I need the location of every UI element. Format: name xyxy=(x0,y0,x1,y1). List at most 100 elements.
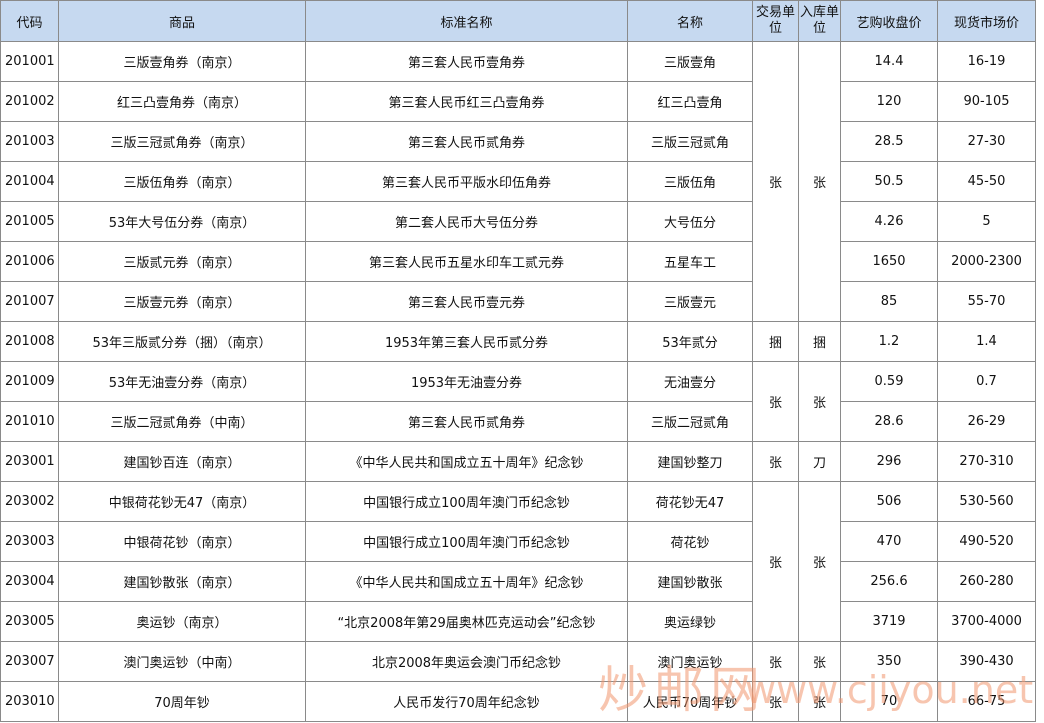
close-price-cell: 506 xyxy=(840,481,938,522)
standard-name-cell: 北京2008年奥运会澳门币纪念钞 xyxy=(305,641,628,682)
header-cell: 商品 xyxy=(58,0,306,42)
header-cell: 现货市场价 xyxy=(937,0,1036,42)
close-price-cell: 296 xyxy=(840,441,938,482)
code-cell: 201001 xyxy=(0,41,59,82)
market-price-cell: 26-29 xyxy=(937,401,1036,442)
table-row: 201007 三版壹元券（南京） 第三套人民币壹元券 三版壹元 85 55-70 xyxy=(0,281,1036,322)
market-price-cell: 530-560 xyxy=(937,481,1036,522)
standard-name-cell: “北京2008年第29届奥林匹克运动会”纪念钞 xyxy=(305,601,628,642)
table-row: 201010 三版二冠贰角券（中南） 第三套人民币贰角券 三版二冠贰角 28.6 26-2… xyxy=(0,401,1036,442)
table-row: 203004 建国钞散张（南京） 《中华人民共和国成立五十周年》纪念钞 建国钞散张 25… xyxy=(0,561,1036,602)
table-row: 201005 53年大号伍分券（南京） 第二套人民币大号伍分券 大号伍分 4.26 5 xyxy=(0,201,1036,242)
code-cell: 203001 xyxy=(0,441,59,482)
name-cell: 三版伍角 xyxy=(627,161,753,202)
product-cell: 三版三冠贰角券（南京） xyxy=(58,121,306,162)
close-price-cell: 14.4 xyxy=(840,41,938,82)
table-row: 203010 70周年钞 人民币发行70周年纪念钞 人民币70周年钞张张 70 66-75 xyxy=(0,681,1036,722)
market-price-cell: 45-50 xyxy=(937,161,1036,202)
market-price-cell: 66-75 xyxy=(937,681,1036,722)
trade-unit-cell: 捆 xyxy=(752,321,799,362)
code-cell: 203007 xyxy=(0,641,59,682)
name-cell: 建国钞散张 xyxy=(627,561,753,602)
standard-name-cell: 第三套人民币贰角券 xyxy=(305,401,628,442)
table-row: 203005 奥运钞（南京） “北京2008年第29届奥林匹克运动会”纪念钞 奥运绿钞… xyxy=(0,601,1036,642)
product-cell: 中银荷花钞（南京） xyxy=(58,521,306,562)
name-cell: 人民币70周年钞 xyxy=(627,681,753,722)
trade-unit-cell: 张 xyxy=(752,481,799,642)
trade-unit-cell: 张 xyxy=(752,441,799,482)
name-cell: 三版壹元 xyxy=(627,281,753,322)
table-row: 201003 三版三冠贰角券（南京） 第三套人民币贰角券 三版三冠贰角 28.5 27-3… xyxy=(0,121,1036,162)
standard-name-cell: 1953年无油壹分券 xyxy=(305,361,628,402)
market-price-cell: 3700-4000 xyxy=(937,601,1036,642)
close-price-cell: 4.26 xyxy=(840,201,938,242)
header-cell: 标准名称 xyxy=(305,0,628,42)
close-price-cell: 256.6 xyxy=(840,561,938,602)
name-cell: 五星车工 xyxy=(627,241,753,282)
standard-name-cell: 第三套人民币红三凸壹角券 xyxy=(305,81,628,122)
table-row: 201009 53年无油壹分券（南京） 1953年无油壹分券 无油壹分张张 0.59 0.… xyxy=(0,361,1036,442)
header-cell: 交易单位 xyxy=(752,0,799,42)
trade-unit-cell: 张 xyxy=(752,41,799,322)
standard-name-cell: 人民币发行70周年纪念钞 xyxy=(305,681,628,722)
close-price-cell: 28.6 xyxy=(840,401,938,442)
standard-name-cell: 第三套人民币平版水印伍角券 xyxy=(305,161,628,202)
storage-unit-cell: 张 xyxy=(798,641,841,682)
standard-name-cell: 第三套人民币壹角券 xyxy=(305,41,628,82)
code-cell: 201008 xyxy=(0,321,59,362)
market-price-cell: 2000-2300 xyxy=(937,241,1036,282)
table-row: 201008 53年三版贰分券（捆）（南京） 1953年第三套人民币贰分券 53年贰分… xyxy=(0,321,1036,362)
product-cell: 53年无油壹分券（南京） xyxy=(58,361,306,402)
standard-name-cell: 第三套人民币五星水印车工贰元券 xyxy=(305,241,628,282)
trade-unit-cell: 张 xyxy=(752,681,799,722)
close-price-cell: 1650 xyxy=(840,241,938,282)
product-cell: 三版壹元券（南京） xyxy=(58,281,306,322)
table-row: 201001 三版壹角券（南京） 第三套人民币壹角券 三版壹角张张 14.4 16-19 xyxy=(0,41,1036,322)
storage-unit-cell: 刀 xyxy=(798,441,841,482)
market-price-cell: 27-30 xyxy=(937,121,1036,162)
market-price-cell: 16-19 xyxy=(937,41,1036,82)
code-cell: 201009 xyxy=(0,361,59,402)
code-cell: 203003 xyxy=(0,521,59,562)
code-cell: 201006 xyxy=(0,241,59,282)
name-cell: 三版二冠贰角 xyxy=(627,401,753,442)
code-cell: 201010 xyxy=(0,401,59,442)
name-cell: 三版三冠贰角 xyxy=(627,121,753,162)
close-price-cell: 3719 xyxy=(840,601,938,642)
product-cell: 三版壹角券（南京） xyxy=(58,41,306,82)
header-row: 代码 商品 标准名称 名称 交易单位 入库单位 艺购收盘价 现货市场价 xyxy=(0,0,1036,42)
name-cell: 53年贰分 xyxy=(627,321,753,362)
market-price-cell: 270-310 xyxy=(937,441,1036,482)
standard-name-cell: 中国银行成立100周年澳门币纪念钞 xyxy=(305,481,628,522)
standard-name-cell: 1953年第三套人民币贰分券 xyxy=(305,321,628,362)
standard-name-cell: 第三套人民币壹元券 xyxy=(305,281,628,322)
header-cell: 名称 xyxy=(627,0,753,42)
table-row: 203001 建国钞百连（南京） 《中华人民共和国成立五十周年》纪念钞 建国钞整刀张刀… xyxy=(0,441,1036,482)
product-cell: 70周年钞 xyxy=(58,681,306,722)
close-price-cell: 120 xyxy=(840,81,938,122)
table-row: 203002 中银荷花钞无47（南京） 中国银行成立100周年澳门币纪念钞 荷花钞无4… xyxy=(0,481,1036,642)
storage-unit-cell: 张 xyxy=(798,681,841,722)
close-price-cell: 350 xyxy=(840,641,938,682)
standard-name-cell: 第二套人民币大号伍分券 xyxy=(305,201,628,242)
product-cell: 澳门奥运钞（中南） xyxy=(58,641,306,682)
storage-unit-cell: 张 xyxy=(798,361,841,442)
close-price-cell: 0.59 xyxy=(840,361,938,402)
standard-name-cell: 《中华人民共和国成立五十周年》纪念钞 xyxy=(305,561,628,602)
code-cell: 201002 xyxy=(0,81,59,122)
close-price-cell: 85 xyxy=(840,281,938,322)
standard-name-cell: 《中华人民共和国成立五十周年》纪念钞 xyxy=(305,441,628,482)
product-cell: 三版贰元券（南京） xyxy=(58,241,306,282)
market-price-cell: 55-70 xyxy=(937,281,1036,322)
code-cell: 201003 xyxy=(0,121,59,162)
product-cell: 53年大号伍分券（南京） xyxy=(58,201,306,242)
close-price-cell: 470 xyxy=(840,521,938,562)
close-price-cell: 70 xyxy=(840,681,938,722)
name-cell: 大号伍分 xyxy=(627,201,753,242)
storage-unit-cell: 张 xyxy=(798,41,841,322)
close-price-cell: 28.5 xyxy=(840,121,938,162)
table-row: 201004 三版伍角券（南京） 第三套人民币平版水印伍角券 三版伍角 50.5 45-5… xyxy=(0,161,1036,202)
name-cell: 荷花钞 xyxy=(627,521,753,562)
